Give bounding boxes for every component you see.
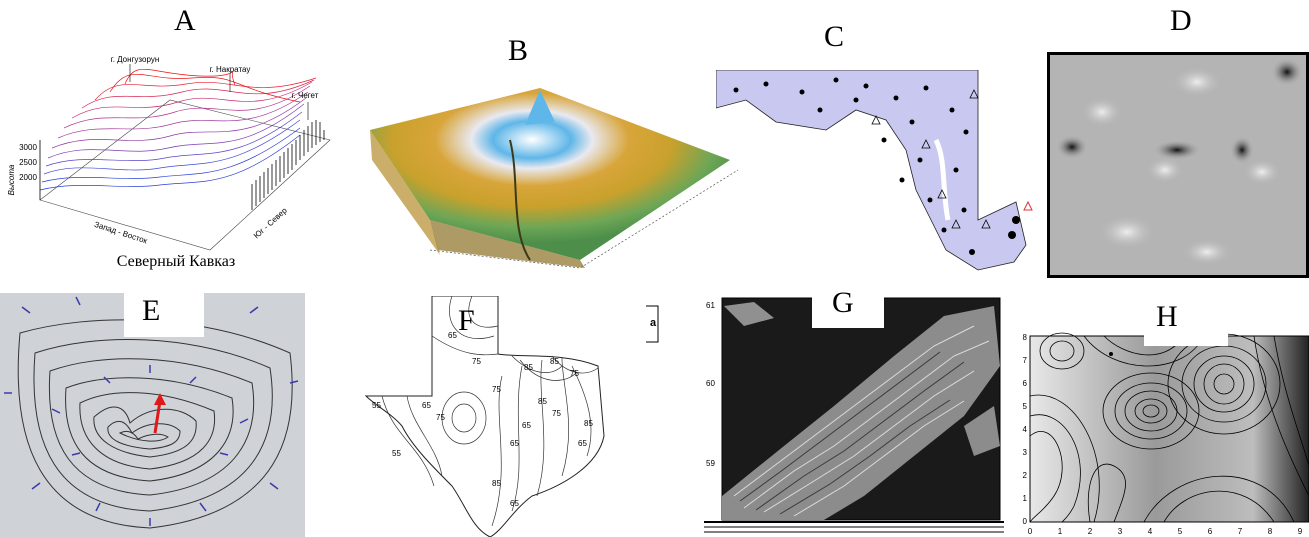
panel-g-shaded-relief: 61 60 59 (704, 296, 1004, 537)
contour-label-10: 65 (522, 421, 531, 430)
h-x-tick-4: 4 (1148, 527, 1153, 536)
contour-label-11: 55 (372, 401, 381, 410)
contour-label-12: 65 (510, 439, 519, 448)
peak-label-dongusorun: г. Донгузорун (111, 55, 159, 64)
panel-e-contour-vectors (0, 293, 305, 537)
contour-label-9: 85 (538, 397, 547, 406)
z-tick-1: 3000 (19, 143, 37, 152)
h-x-tick-8: 8 (1268, 527, 1273, 536)
h-y-tick-2: 2 (1023, 471, 1028, 480)
z-tick-3: 2000 (19, 173, 37, 182)
contour-label-4: 85 (550, 357, 559, 366)
g-y-tick-3: 59 (706, 459, 715, 468)
g-y-tick-1: 61 (706, 301, 715, 310)
panel-f-contour-map: 65 75 85 85 75 75 65 75 85 65 55 65 75 8… (362, 296, 662, 537)
contour-label-14: 85 (584, 419, 593, 428)
panel-a-3d-surface: г. Донгузорун г. Накратау г. Чегет Высот… (0, 40, 345, 275)
peak-label-cheget: г. Чегет (292, 91, 319, 100)
h-x-tick-7: 7 (1238, 527, 1243, 536)
h-x-tick-9: 9 (1298, 527, 1303, 536)
h-x-tick-2: 2 (1088, 527, 1093, 536)
h-x-tick-6: 6 (1208, 527, 1213, 536)
z-tick-2: 2500 (19, 158, 37, 167)
h-x-tick-0: 0 (1028, 527, 1033, 536)
panel-letter-h: H (1156, 300, 1178, 333)
contour-label-15: 55 (392, 449, 401, 458)
panel-letter-f: F (458, 304, 475, 337)
contour-label-5: 75 (570, 369, 579, 378)
h-y-tick-0: 0 (1023, 517, 1028, 526)
panel-letter-d: D (1170, 4, 1192, 37)
panel-letter-b: B (508, 34, 529, 67)
h-y-tick-7: 7 (1023, 356, 1028, 365)
contour-label-1: 65 (448, 331, 457, 340)
g-y-tick-2: 60 (706, 379, 715, 388)
panel-letter-a: A (174, 4, 196, 37)
contour-label-7: 65 (422, 401, 431, 410)
h-y-tick-5: 5 (1023, 402, 1028, 411)
h-y-tick-8: 8 (1023, 333, 1028, 342)
axis-z-label: Высота (7, 164, 16, 195)
panel-b-terrain (360, 80, 745, 270)
inset-label-a: a (650, 317, 657, 329)
panel-letter-c: C (824, 20, 845, 53)
axis-y-label: Юг - Север (252, 206, 289, 241)
contour-label-13: 75 (552, 409, 561, 418)
contour-label-3: 85 (524, 363, 533, 372)
h-x-tick-3: 3 (1118, 527, 1123, 536)
contour-label-2: 75 (472, 357, 481, 366)
h-x-tick-5: 5 (1178, 527, 1183, 536)
h-y-tick-3: 3 (1023, 448, 1028, 457)
h-y-tick-4: 4 (1023, 425, 1028, 434)
panel-h-filled-contour: 8 7 6 5 4 3 2 1 0 0 1 2 3 4 5 6 7 8 9 (1014, 296, 1309, 537)
contour-label-8: 75 (436, 413, 445, 422)
panel-letter-g: G (832, 286, 854, 319)
contour-label-18: 65 (578, 439, 587, 448)
h-y-tick-6: 6 (1023, 379, 1028, 388)
h-x-tick-1: 1 (1058, 527, 1063, 536)
panel-a-caption: Северный Кавказ (117, 253, 235, 270)
contour-label-16: 85 (492, 479, 501, 488)
panel-d-grayscale-field (1047, 52, 1309, 278)
panel-letter-e: E (142, 294, 161, 327)
contour-label-17: 65 (510, 499, 519, 508)
peak-label-nakratau: г. Накратау (210, 65, 251, 74)
h-y-tick-1: 1 (1023, 494, 1028, 503)
panel-c-map (716, 70, 1036, 275)
contour-label-6: 75 (492, 385, 501, 394)
